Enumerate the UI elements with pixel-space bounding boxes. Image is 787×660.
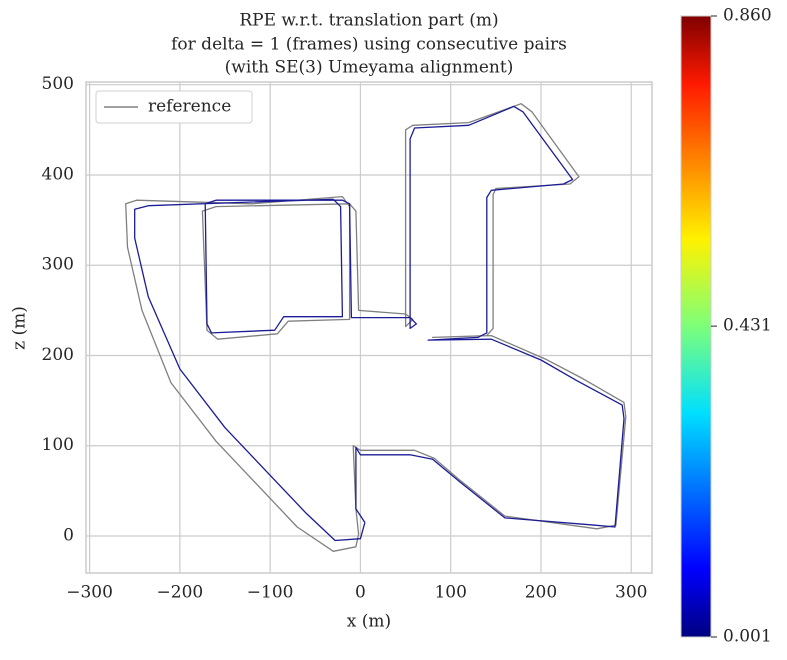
y-tick-label: 0 <box>63 525 74 545</box>
x-tick-label: −100 <box>247 583 294 603</box>
colorbar-tick-label: 0.860 <box>723 6 772 26</box>
y-tick-label: 300 <box>42 255 74 275</box>
colorbar-tick-label: 0.431 <box>723 316 772 336</box>
trajectory <box>134 105 625 542</box>
legend-box <box>95 90 253 124</box>
x-tick-label: 300 <box>615 583 647 603</box>
colorbar <box>680 15 712 638</box>
y-axis-label: z (m) <box>10 306 30 350</box>
x-tick-label: 0 <box>355 583 366 603</box>
y-tick-label: 400 <box>42 164 74 184</box>
trajectory <box>125 103 627 552</box>
x-tick-label: −200 <box>157 583 204 603</box>
y-tick-label: 500 <box>42 74 74 94</box>
x-tick-label: −300 <box>66 583 113 603</box>
legend-label: reference <box>148 97 231 117</box>
chart-title: for delta = 1 (frames) using consecutive… <box>171 35 567 55</box>
chart-title: RPE w.r.t. translation part (m) <box>239 11 498 31</box>
x-tick-label: 100 <box>434 583 466 603</box>
x-axis-label: x (m) <box>347 612 391 632</box>
x-tick-label: 200 <box>525 583 557 603</box>
chart-title: (with SE(3) Umeyama alignment) <box>225 58 514 78</box>
colorbar-tick-label: 0.001 <box>723 627 772 647</box>
plot-frame <box>85 81 653 574</box>
y-tick-label: 100 <box>42 435 74 455</box>
y-tick-label: 200 <box>42 345 74 365</box>
